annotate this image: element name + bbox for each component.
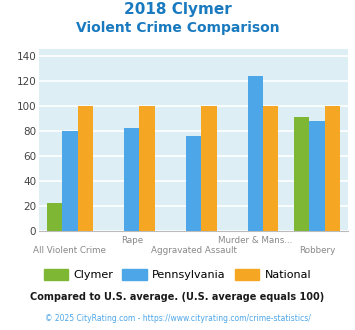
Bar	[78, 106, 93, 231]
Text: Rape: Rape	[121, 236, 143, 245]
Bar	[325, 106, 340, 231]
Text: 2018 Clymer: 2018 Clymer	[124, 2, 231, 16]
Text: All Violent Crime: All Violent Crime	[33, 246, 106, 255]
Bar	[294, 117, 309, 231]
Bar	[309, 121, 325, 231]
Text: Robbery: Robbery	[299, 246, 335, 255]
Bar	[201, 106, 217, 231]
Text: Violent Crime Comparison: Violent Crime Comparison	[76, 21, 279, 35]
Bar	[47, 204, 62, 231]
Text: © 2025 CityRating.com - https://www.cityrating.com/crime-statistics/: © 2025 CityRating.com - https://www.city…	[45, 314, 310, 323]
Text: Murder & Mans...: Murder & Mans...	[218, 236, 293, 245]
Bar	[140, 106, 155, 231]
Bar	[263, 106, 278, 231]
Text: Aggravated Assault: Aggravated Assault	[151, 246, 236, 255]
Bar	[62, 131, 78, 231]
Text: Compared to U.S. average. (U.S. average equals 100): Compared to U.S. average. (U.S. average …	[31, 292, 324, 302]
Bar	[186, 136, 201, 231]
Bar	[247, 76, 263, 231]
Bar	[124, 128, 140, 231]
Legend: Clymer, Pennsylvania, National: Clymer, Pennsylvania, National	[39, 265, 316, 284]
